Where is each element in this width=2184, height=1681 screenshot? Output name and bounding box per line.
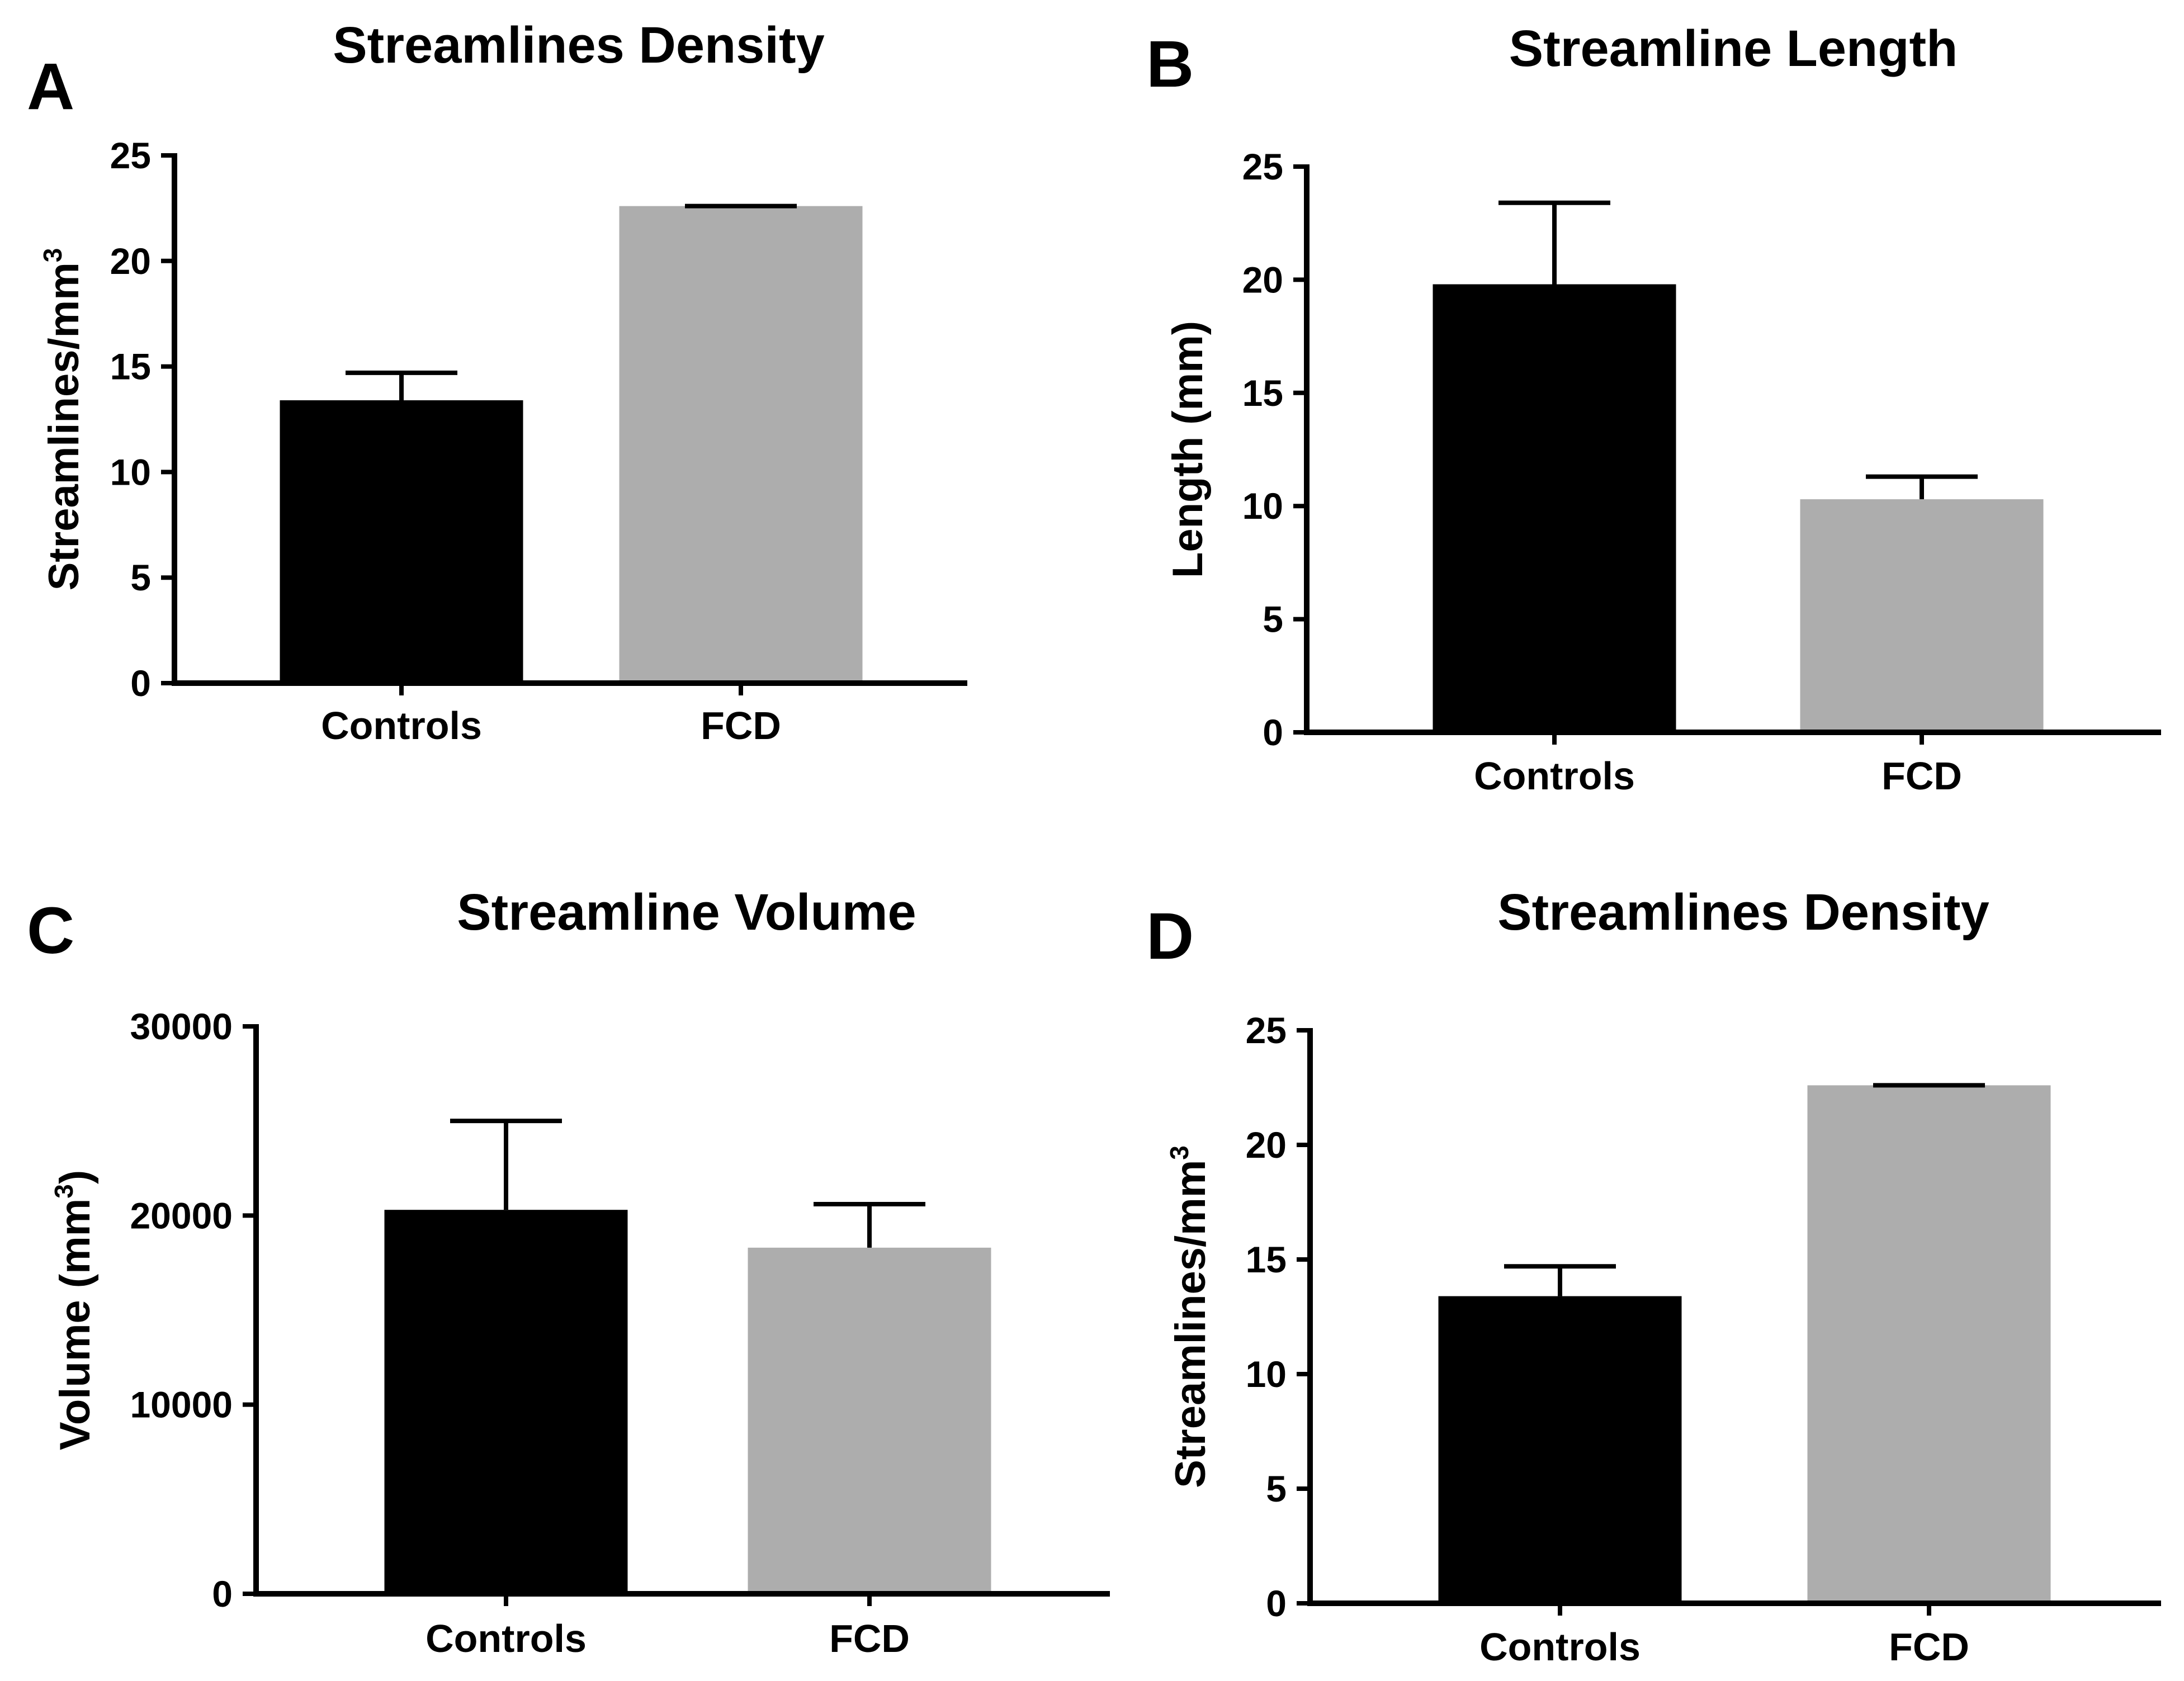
panel-b-letter: B <box>1146 27 1194 101</box>
panel-b-ytick-label-0: 0 <box>1263 712 1283 753</box>
panel-c-y-axis-label-superscript: 3 <box>49 1184 78 1199</box>
panel-d-ytick-label-4: 20 <box>1246 1124 1287 1166</box>
panel-a-y-axis-label-main: Streamlines/mm <box>40 262 88 590</box>
panel-a-xtick-label-fcd: FCD <box>701 704 781 747</box>
panel-a-bar-fcd <box>619 206 863 683</box>
panel-a-bar-controls <box>280 400 523 683</box>
panel-a-ytick-label-4: 20 <box>110 240 151 282</box>
panel-c-y-axis-label: Volume (mm3) <box>49 1170 99 1450</box>
panel-d-bar-fcd <box>1807 1085 2051 1603</box>
panel-c-title: Streamline Volume <box>457 884 916 941</box>
panel-b-ytick-label-1: 5 <box>1263 599 1283 640</box>
panel-a-xtick-label-controls: Controls <box>321 704 482 747</box>
panel-c-ytick-label-0: 0 <box>212 1573 233 1614</box>
panel-b-ytick-label-4: 20 <box>1242 259 1283 300</box>
panel-b-bar-fcd <box>1800 499 2044 732</box>
panel-b-y-axis-label: Length (mm) <box>1164 321 1212 578</box>
panel-a-y-axis-label-superscript: 3 <box>38 248 67 263</box>
panel-d-ytick-label-5: 25 <box>1246 1010 1287 1051</box>
panel-a-ytick-label-0: 0 <box>130 662 151 704</box>
panel-b-xtick-label-controls: Controls <box>1474 754 1635 798</box>
panel-b-xtick-label-fcd: FCD <box>1882 754 1962 798</box>
panel-c-y-axis-label-suffix: ) <box>51 1170 99 1184</box>
panel-b-ytick-label-5: 25 <box>1242 146 1283 187</box>
panel-d-title: Streamlines Density <box>1497 884 1989 941</box>
panel-a-ytick-label-2: 10 <box>110 451 151 493</box>
panel-b-bar-controls <box>1433 284 1676 733</box>
panel-d-y-axis-label-main: Streamlines/mm <box>1167 1160 1214 1488</box>
panel-d-ytick-label-2: 10 <box>1246 1353 1287 1395</box>
panel-a-letter: A <box>27 50 74 124</box>
panel-b-y-axis-label-main: Length (mm) <box>1164 321 1212 578</box>
panel-d-ytick-label-0: 0 <box>1266 1583 1287 1624</box>
panel-a-ytick-label-3: 15 <box>110 346 151 387</box>
panel-c-ytick-label-2: 20000 <box>130 1195 233 1236</box>
panel-a-y-axis-label: Streamlines/mm3 <box>38 248 88 591</box>
panel-c-ytick-label-3: 30000 <box>130 1006 233 1047</box>
panel-a-title: Streamlines Density <box>333 17 824 74</box>
panel-d-xtick-label-fcd: FCD <box>1889 1625 1969 1669</box>
panel-c-bar-fcd <box>748 1247 991 1594</box>
panel-c-xtick-label-fcd: FCD <box>829 1617 910 1660</box>
panel-d-ytick-label-1: 5 <box>1266 1468 1287 1509</box>
panel-d-y-axis-label-superscript: 3 <box>1165 1145 1194 1160</box>
panel-a-ytick-label-1: 5 <box>130 557 151 598</box>
panel-c-ytick-label-1: 10000 <box>130 1384 233 1426</box>
panel-d-xtick-label-controls: Controls <box>1479 1625 1641 1669</box>
panel-c-letter: C <box>27 894 74 968</box>
panel-b-ytick-label-3: 15 <box>1242 372 1283 414</box>
panel-a-ytick-label-5: 25 <box>110 135 151 176</box>
panel-d-letter: D <box>1146 899 1194 973</box>
panel-b-ytick-label-2: 10 <box>1242 485 1283 527</box>
panel-b-title: Streamline Length <box>1509 20 1958 77</box>
panel-c-y-axis-label-main: Volume (mm <box>51 1199 99 1450</box>
panel-c-bar-controls <box>384 1210 628 1594</box>
panel-d-y-axis-label: Streamlines/mm3 <box>1165 1145 1214 1488</box>
panel-d-bar-controls <box>1438 1296 1682 1603</box>
panel-c-xtick-label-controls: Controls <box>426 1617 587 1660</box>
panel-d-ytick-label-3: 15 <box>1246 1239 1287 1280</box>
